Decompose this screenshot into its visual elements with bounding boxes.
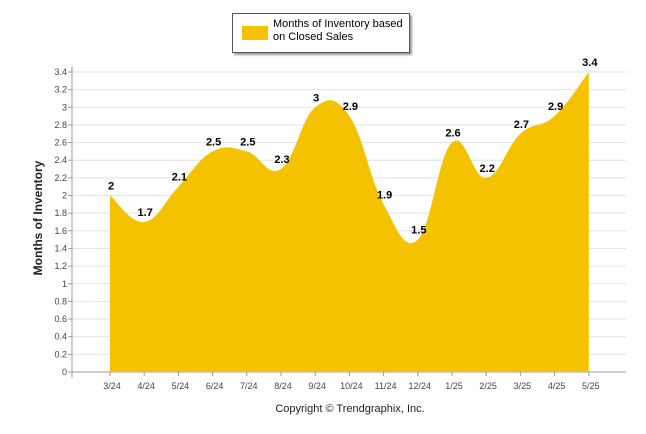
x-tick-label: 4/24 (137, 381, 155, 391)
legend: Months of Inventory based on Closed Sale… (232, 13, 410, 53)
axes (68, 66, 590, 378)
data-label: 1.5 (411, 225, 426, 237)
x-tick-labels: 3/24 4/24 5/24 6/24 7/24 8/24 9/24 10/24 11/24 12… (103, 381, 599, 391)
y-tick-label: 1.6 (54, 226, 67, 236)
data-label: 2.3 (274, 154, 289, 166)
y-tick-label: 0 (62, 367, 67, 377)
data-label: 2.5 (240, 136, 255, 148)
series-area (110, 72, 589, 372)
data-label: 2.5 (206, 136, 221, 148)
y-tick-label: 1 (62, 279, 67, 289)
y-tick-label: 0.2 (54, 349, 67, 359)
y-tick-label: 2.4 (54, 155, 67, 165)
x-tick-label: 8/24 (274, 381, 292, 391)
y-tick-label: 2.6 (54, 138, 67, 148)
data-label: 2.1 (172, 172, 187, 184)
data-label: 2.2 (480, 163, 495, 175)
x-tick-label: 9/24 (308, 381, 326, 391)
data-label: 2.9 (343, 101, 358, 113)
y-tick-label: 0.8 (54, 296, 67, 306)
x-tick-label: 12/24 (409, 381, 432, 391)
y-tick-label: 3.4 (54, 67, 67, 77)
legend-label: Months of Inventory based on Closed Sale… (273, 18, 403, 43)
x-tick-label: 3/24 (103, 381, 121, 391)
series-area-path (110, 72, 589, 372)
y-tick-label: 2 (62, 191, 67, 201)
x-tick-label: 5/24 (172, 381, 190, 391)
data-label: 2 (108, 181, 114, 193)
y-axis-label: Months of Inventory (31, 160, 45, 276)
y-tick-label: 3 (62, 102, 67, 112)
data-label: 2.9 (548, 101, 563, 113)
data-label: 3.4 (582, 57, 598, 69)
data-label: 1.7 (138, 207, 153, 219)
data-label: 2.7 (514, 119, 529, 131)
x-tick-label: 5/25 (582, 381, 600, 391)
y-tick-label: 2.8 (54, 120, 67, 130)
data-label: 3 (313, 92, 319, 104)
x-tick-label: 4/25 (548, 381, 566, 391)
y-tick-label: 1.2 (54, 261, 67, 271)
data-labels: 2 1.7 2.1 2.5 2.5 2.3 3 2.9 1.9 1.5 2.6 2.2 2.7 2.9 3.… (108, 57, 598, 237)
x-tick-label: 6/24 (206, 381, 224, 391)
y-tick-label: 3.2 (54, 85, 67, 95)
y-tick-label: 2.2 (54, 173, 67, 183)
y-tick-label: 0.6 (54, 314, 67, 324)
x-tick-label: 1/25 (445, 381, 463, 391)
y-tick-label: 1.8 (54, 208, 67, 218)
x-tick-label: 11/24 (375, 381, 397, 391)
x-tick-label: 7/24 (240, 381, 258, 391)
legend-swatch (242, 26, 268, 40)
copyright-text: Copyright © Trendgraphix, Inc. (275, 403, 425, 415)
y-tick-label: 0.4 (54, 332, 67, 342)
y-tick-label: 1.4 (54, 243, 67, 253)
data-label: 1.9 (377, 189, 392, 201)
y-tick-labels: 0 0.2 0.4 0.6 0.8 1 1.2 1.4 1.6 1.8 2 2.2 2.4 2.6 2.8 3… (54, 67, 67, 377)
x-tick-label: 10/24 (340, 381, 363, 391)
x-tick-label: 3/25 (514, 381, 532, 391)
x-tick-label: 2/25 (479, 381, 497, 391)
data-label: 2.6 (445, 128, 460, 140)
